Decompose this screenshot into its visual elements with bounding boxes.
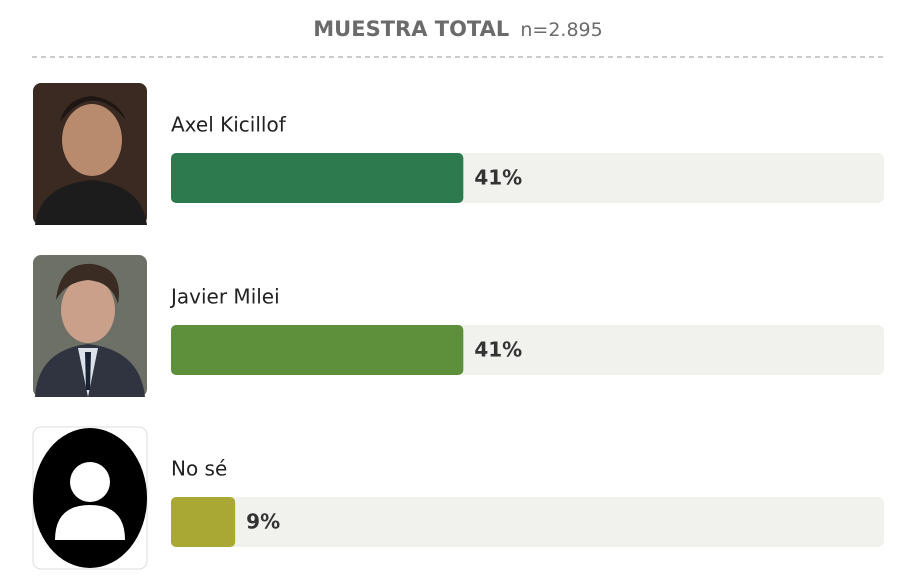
photo — [33, 255, 147, 397]
chart-header: MUESTRA TOTAL n=2.895 — [313, 17, 602, 41]
chart-title: MUESTRA TOTAL — [313, 17, 509, 41]
bar-track — [171, 497, 884, 547]
chart-subtitle: n=2.895 — [520, 19, 602, 41]
candidate-name: Axel Kicillof — [171, 113, 287, 137]
candidate-name: No sé — [171, 457, 227, 481]
bar — [171, 325, 464, 375]
photo — [33, 83, 147, 225]
value-label: 41% — [474, 166, 522, 190]
value-label: 9% — [246, 510, 280, 534]
photo — [32, 426, 148, 570]
value-label: 41% — [474, 338, 522, 362]
bar — [171, 153, 464, 203]
bar — [171, 497, 236, 547]
candidate-name: Javier Milei — [169, 285, 280, 309]
